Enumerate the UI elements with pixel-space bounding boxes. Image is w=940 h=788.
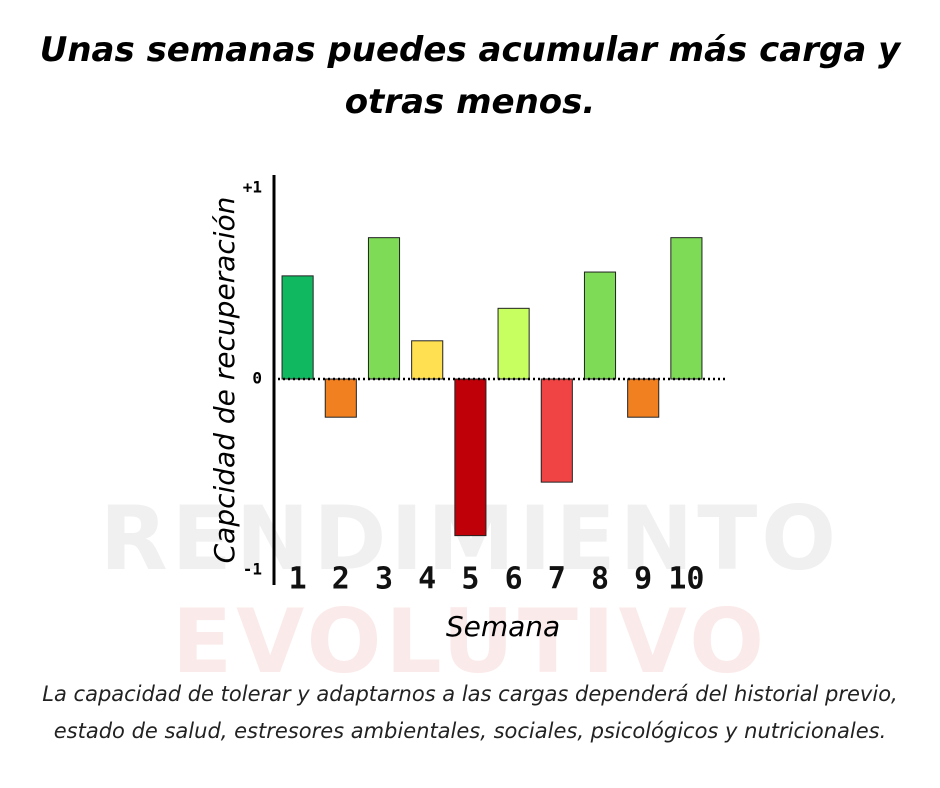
bar <box>324 378 357 418</box>
x-tick-label: 5 <box>461 562 479 597</box>
chart-title: Unas semanas puedes acumular más carga y… <box>39 30 901 122</box>
bar <box>454 378 487 537</box>
y-tick-label: +1 <box>243 178 262 197</box>
x-tick-label: 10 <box>668 562 704 597</box>
bar <box>281 275 314 380</box>
x-tick-label: 9 <box>634 562 652 597</box>
y-axis-label: Capcidad de recuperación <box>208 197 241 564</box>
watermark: EVOLUTIVO <box>172 590 768 693</box>
x-tick-label: 3 <box>375 562 393 597</box>
bar <box>627 378 660 418</box>
bar <box>670 237 703 380</box>
bar <box>540 378 573 483</box>
bar <box>583 271 617 380</box>
y-tick-label: -1 <box>243 560 262 579</box>
caption: La capacidad de tolerar y adaptarnos a l… <box>42 682 898 743</box>
x-axis-label: Semana <box>446 610 560 643</box>
bar <box>497 307 530 380</box>
x-tick-label: 7 <box>548 562 566 597</box>
x-tick-label: 6 <box>505 562 523 597</box>
x-tick-label: 2 <box>332 562 350 597</box>
x-tick-label: 4 <box>418 562 436 597</box>
bar <box>367 237 401 380</box>
bar <box>411 340 444 380</box>
y-tick-label: 0 <box>252 369 262 388</box>
x-tick-label: 8 <box>591 562 609 597</box>
x-tick-label: 1 <box>289 562 307 597</box>
